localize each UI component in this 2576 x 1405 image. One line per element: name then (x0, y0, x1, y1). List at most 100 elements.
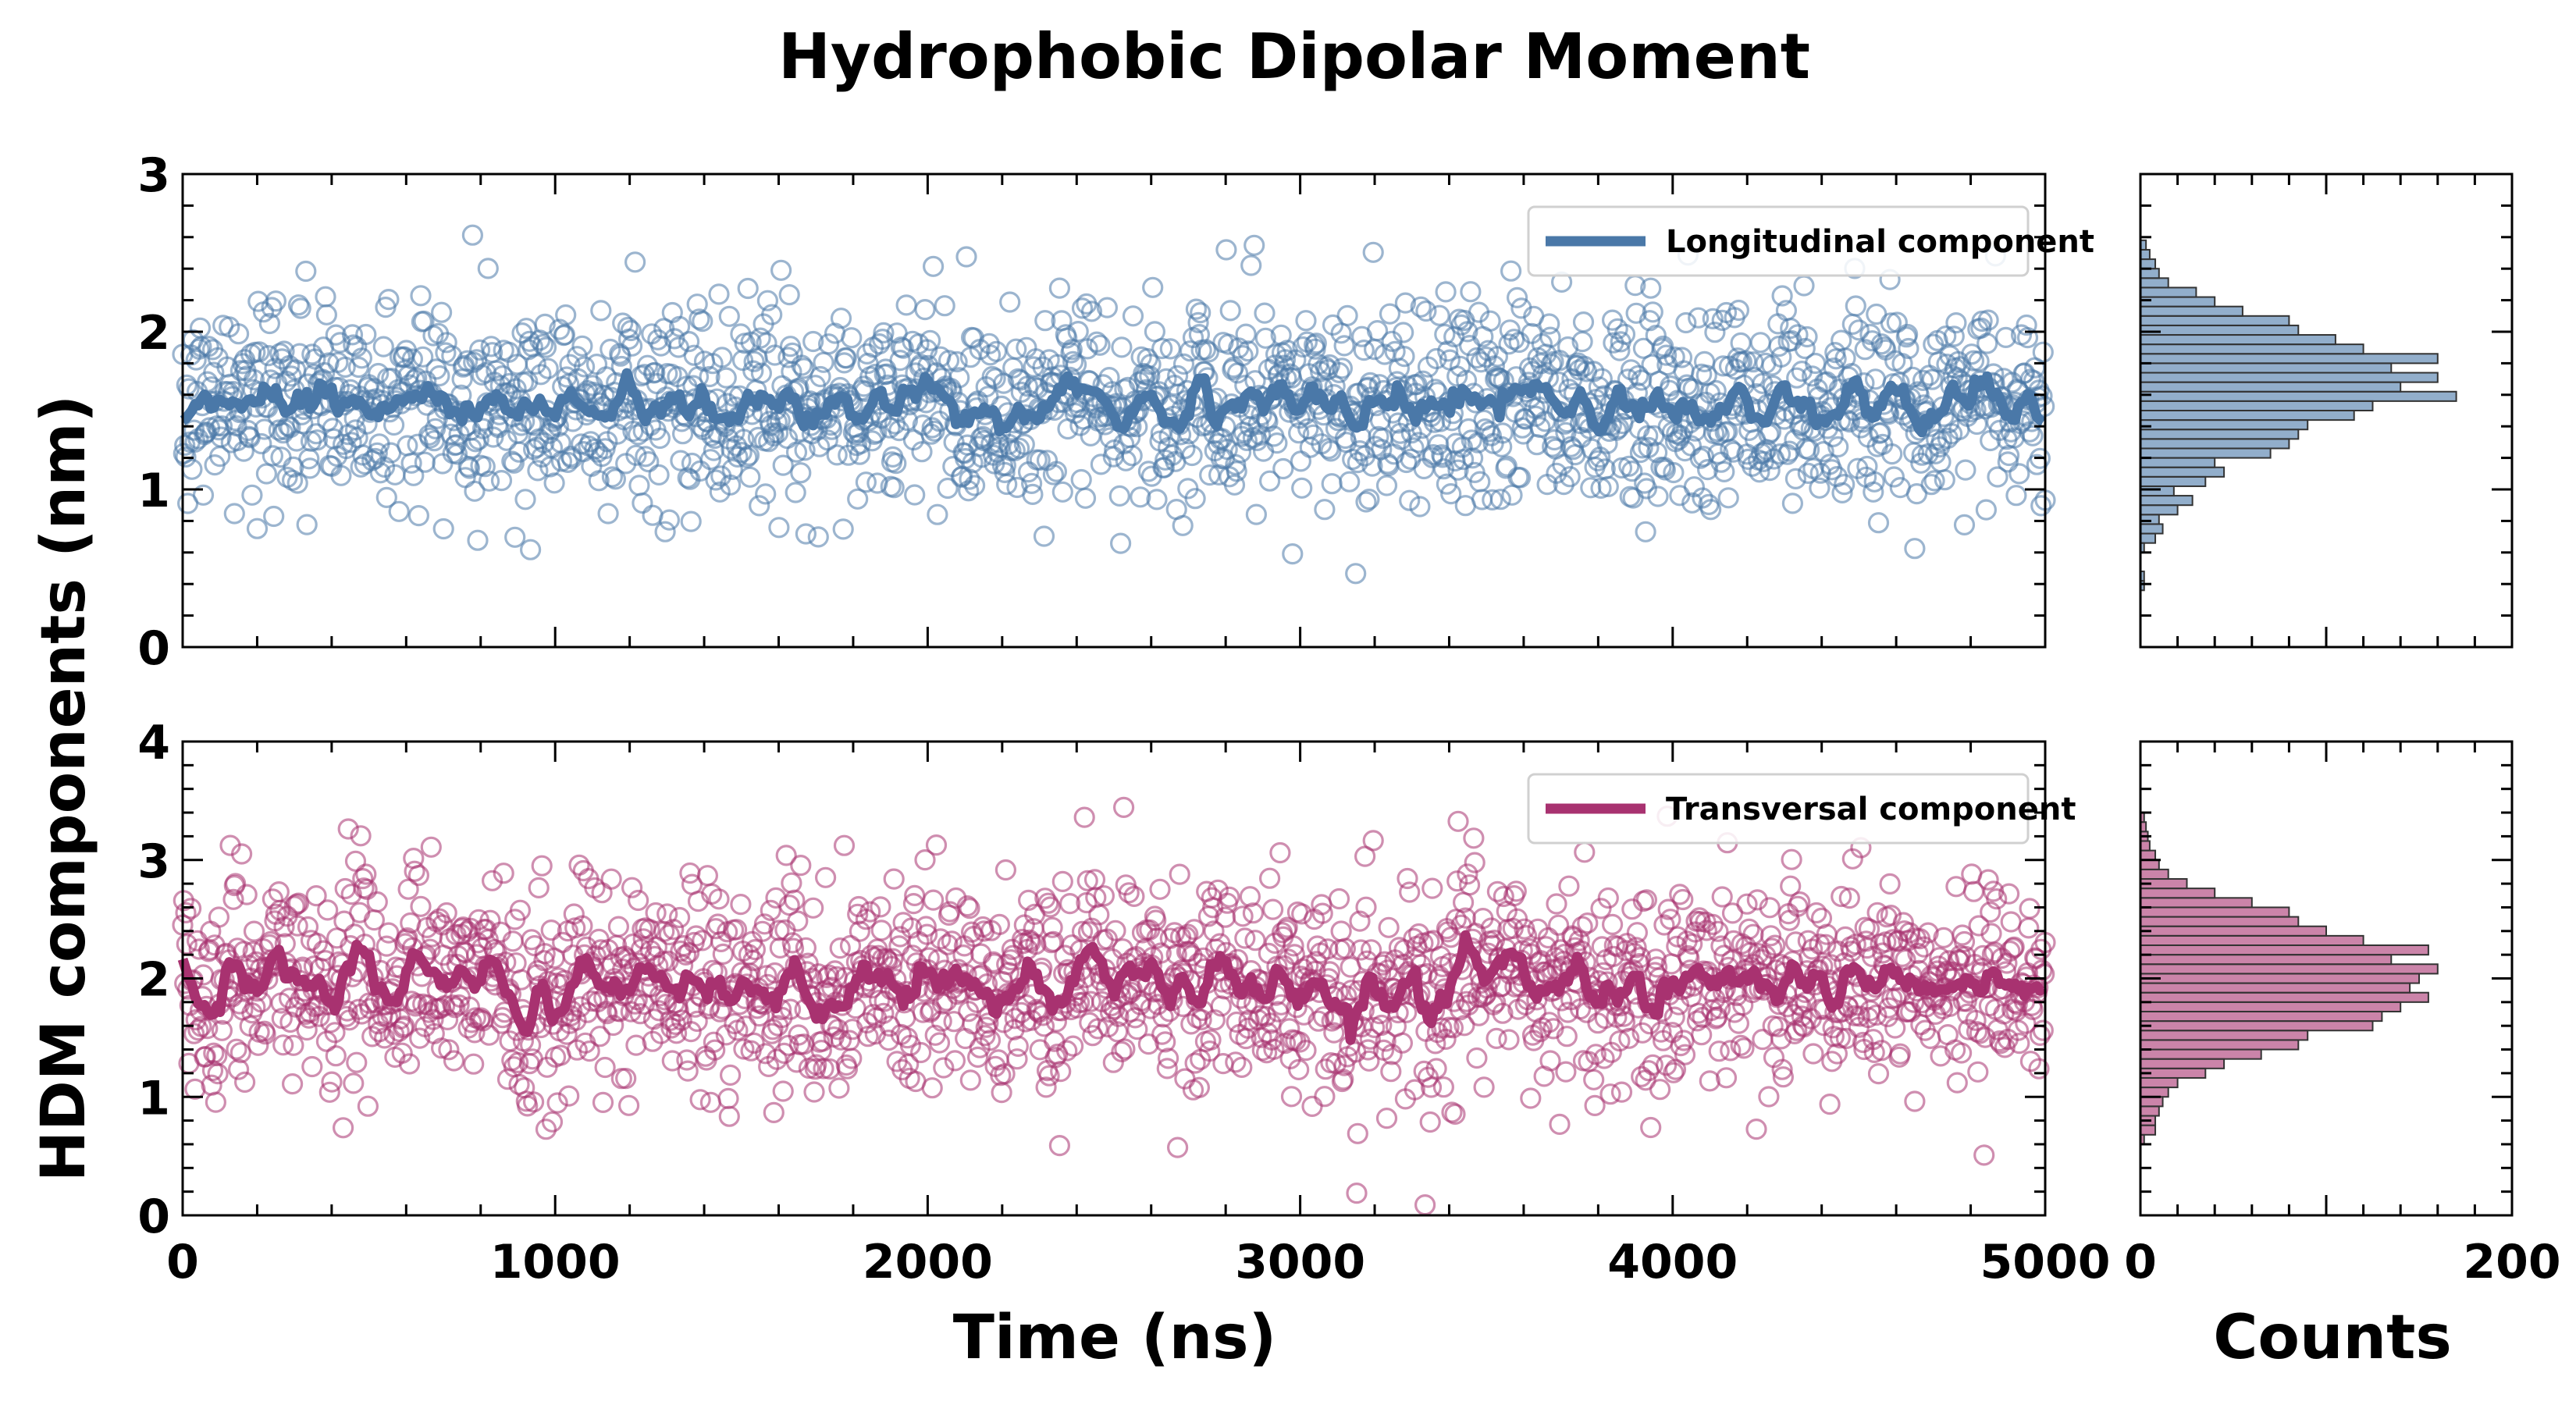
scatter-point (504, 526, 526, 548)
scatter-point (974, 1025, 996, 1047)
scatter-point (1157, 1048, 1179, 1069)
scatter-point (406, 367, 428, 389)
scatter-point (749, 327, 771, 349)
scatter-point (226, 1038, 247, 1060)
scatter-point (1708, 1040, 1730, 1062)
scatter-point (403, 464, 425, 486)
scatter-point (1496, 455, 1517, 477)
scatter-point (1547, 914, 1570, 936)
scatter-point (1669, 884, 1691, 905)
scatter-point (334, 356, 356, 378)
histogram-bar (2140, 532, 2157, 544)
scatter-point (1872, 942, 1894, 964)
scatter-point (1995, 326, 2017, 348)
scatter-point (1184, 488, 1206, 510)
scatter-point (1886, 311, 1908, 333)
scatter-point (517, 371, 539, 393)
scatter-point (1917, 922, 1939, 944)
scatter-point (1320, 440, 1342, 462)
histogram-bar (2140, 1001, 2402, 1012)
scatter-point (870, 896, 891, 918)
scatter-point (835, 347, 857, 369)
scatter-point (749, 1005, 770, 1027)
scatter-point (349, 902, 371, 923)
scatter-point (1361, 455, 1383, 477)
scatter-point (827, 1019, 849, 1040)
scatter-point (1087, 1018, 1109, 1040)
scatter-point (1934, 469, 1955, 491)
scatter-point (1539, 326, 1561, 348)
scatter-point (1332, 1069, 1354, 1090)
scatter-point (699, 449, 722, 471)
scatter-point (1572, 311, 1595, 333)
scatter-point (934, 295, 955, 317)
histogram-bar (2140, 944, 2429, 956)
scatter-point (468, 429, 489, 450)
scatter-point (1945, 876, 1967, 898)
histogram-bar (2140, 362, 2393, 374)
histogram-bar (2140, 324, 2300, 336)
scatter-point (1813, 440, 1834, 463)
scatter-point (243, 920, 265, 942)
scatter-point (225, 873, 247, 895)
scatter-point (2016, 314, 2037, 336)
scatter-point (1371, 1014, 1393, 1037)
scatter-point (325, 1045, 347, 1067)
scatter-point (1653, 914, 1675, 936)
scatter-point (436, 332, 457, 354)
scatter-point (222, 888, 244, 910)
scatter-point (241, 484, 263, 506)
scatter-point (708, 888, 730, 910)
scatter-point (1272, 457, 1294, 480)
scatter-point (505, 378, 527, 400)
scatter-point (375, 935, 397, 957)
scatter-point (1492, 422, 1514, 444)
scatter-point (514, 489, 536, 510)
scatter-point (1449, 355, 1471, 377)
scatter-point (600, 868, 622, 890)
scatter-point (1999, 940, 2021, 962)
scatter-point (1357, 1039, 1379, 1061)
scatter-point (1121, 445, 1143, 467)
scatter-point (533, 950, 555, 972)
scatter-point (588, 470, 610, 492)
scatter-point (1656, 344, 1678, 366)
scatter-point (430, 301, 453, 323)
scatter-point (638, 450, 660, 473)
scatter-point (1008, 437, 1030, 459)
scatter-point (1745, 1118, 1767, 1140)
scatter-point (1749, 332, 1771, 354)
histogram-bar (2140, 438, 2290, 450)
scatter-point (404, 369, 425, 391)
scatter-point (287, 294, 310, 316)
scatter-point (537, 357, 559, 379)
scatter-point (530, 364, 552, 386)
scatter-point (802, 330, 824, 353)
scatter-point (909, 1041, 932, 1064)
scatter-point (1330, 920, 1352, 942)
scatter-point (525, 353, 546, 375)
scatter-point (1597, 887, 1619, 909)
y-tick-label: 3 (137, 834, 170, 889)
scatter-point (958, 480, 980, 502)
histogram-bar (2140, 859, 2160, 870)
scatter-point (534, 313, 556, 335)
scatter-point (683, 344, 705, 366)
scatter-point (558, 1085, 580, 1107)
scatter-point (1254, 327, 1276, 349)
scatter-point (1051, 481, 1073, 503)
scatter-point (1457, 321, 1478, 343)
scatter-point (1002, 944, 1024, 966)
scatter-point (1029, 449, 1051, 471)
scatter-point (596, 1002, 618, 1025)
histogram-bar (2140, 973, 2420, 984)
scatter-point (490, 469, 513, 492)
scatter-point (1767, 313, 1789, 335)
scatter-point (343, 1072, 365, 1094)
scatter-point (1362, 241, 1384, 263)
scatter-point (883, 868, 905, 890)
scatter-point (438, 1039, 460, 1061)
scatter-point (1375, 1107, 1398, 1129)
scatter-point (1061, 339, 1083, 361)
scatter-point (644, 361, 666, 383)
